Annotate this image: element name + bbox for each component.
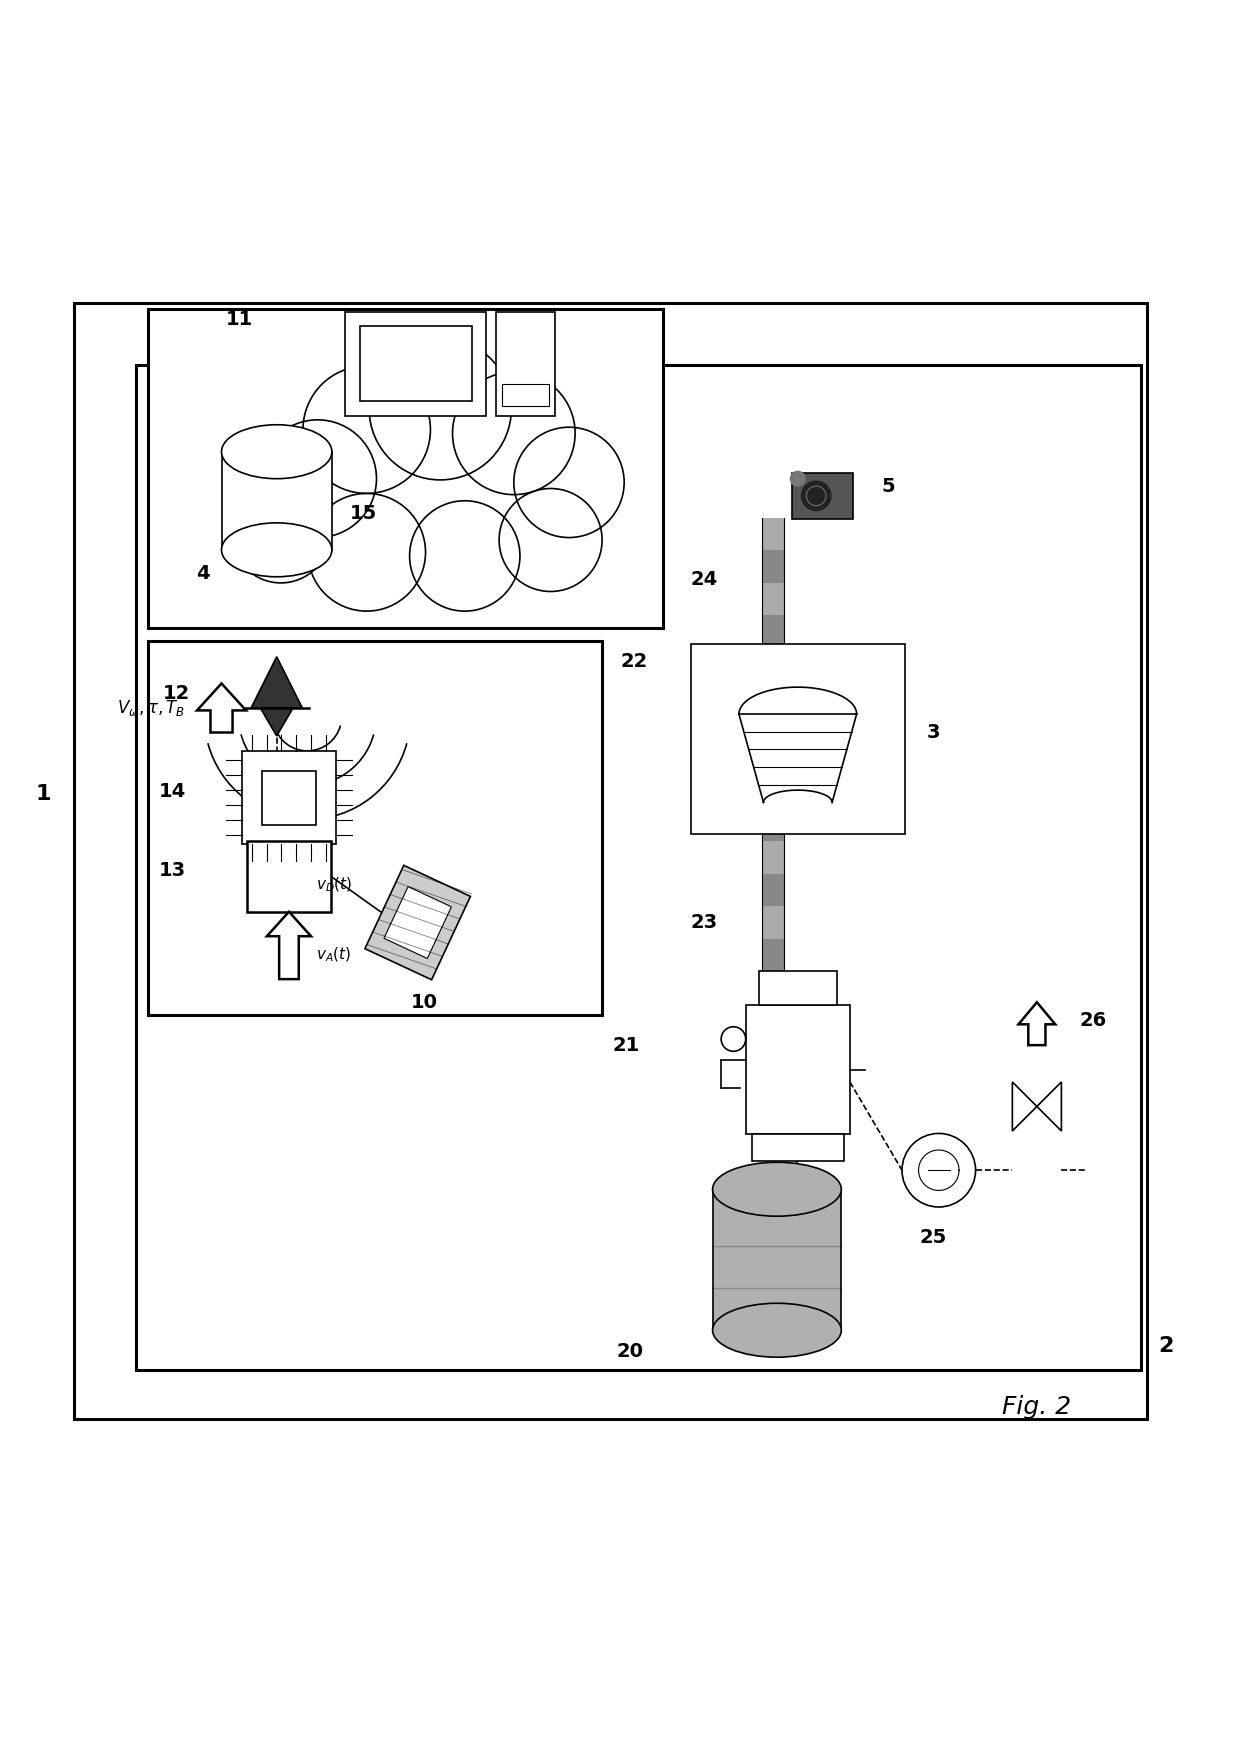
Text: $v_A(t)$: $v_A(t)$ bbox=[316, 945, 351, 964]
Text: 4: 4 bbox=[196, 564, 210, 582]
Circle shape bbox=[790, 472, 805, 486]
Ellipse shape bbox=[222, 522, 332, 577]
Text: 10: 10 bbox=[410, 992, 438, 1012]
Text: 26: 26 bbox=[1080, 1012, 1107, 1031]
Ellipse shape bbox=[713, 1303, 841, 1357]
Text: 13: 13 bbox=[159, 861, 186, 879]
Bar bbox=[496, 311, 554, 416]
Text: 22: 22 bbox=[620, 652, 647, 671]
Text: 25: 25 bbox=[919, 1228, 946, 1247]
Ellipse shape bbox=[713, 1162, 841, 1216]
Bar bbox=[751, 1134, 843, 1162]
Text: 11: 11 bbox=[226, 309, 253, 328]
Bar bbox=[763, 744, 784, 777]
Text: 21: 21 bbox=[613, 1036, 640, 1055]
Bar bbox=[345, 311, 486, 416]
Bar bbox=[713, 1190, 841, 1329]
Polygon shape bbox=[197, 683, 246, 732]
Text: 2: 2 bbox=[1158, 1335, 1173, 1356]
Polygon shape bbox=[365, 865, 470, 980]
Text: 1: 1 bbox=[36, 784, 52, 804]
Bar bbox=[763, 874, 784, 907]
Text: 23: 23 bbox=[691, 914, 718, 933]
Polygon shape bbox=[267, 912, 311, 978]
Bar bbox=[148, 309, 663, 629]
Text: 12: 12 bbox=[162, 683, 190, 702]
Bar bbox=[360, 327, 471, 402]
Polygon shape bbox=[1018, 1003, 1055, 1045]
Text: 20: 20 bbox=[616, 1342, 644, 1361]
Text: Fig. 2: Fig. 2 bbox=[1002, 1394, 1071, 1419]
Text: $V_{\omega}, \tau, T_B$: $V_{\omega}, \tau, T_B$ bbox=[118, 699, 186, 718]
Bar bbox=[763, 550, 784, 583]
Circle shape bbox=[801, 480, 831, 510]
Bar bbox=[763, 938, 784, 971]
Bar bbox=[763, 615, 784, 648]
Text: 15: 15 bbox=[350, 503, 377, 522]
Text: 14: 14 bbox=[159, 783, 186, 800]
Bar bbox=[222, 452, 332, 550]
Bar bbox=[745, 1005, 849, 1134]
Bar bbox=[763, 517, 784, 1101]
Text: 24: 24 bbox=[691, 570, 718, 589]
Bar bbox=[791, 472, 853, 519]
Text: 3: 3 bbox=[928, 723, 941, 742]
Bar bbox=[763, 1067, 784, 1101]
Bar bbox=[74, 304, 1147, 1419]
Polygon shape bbox=[260, 708, 293, 735]
Bar bbox=[763, 1003, 784, 1036]
Bar bbox=[759, 971, 837, 1005]
Bar bbox=[691, 643, 905, 833]
Polygon shape bbox=[267, 863, 311, 912]
Bar bbox=[763, 680, 784, 713]
Bar bbox=[763, 809, 784, 842]
Text: $v_D(t)$: $v_D(t)$ bbox=[316, 875, 352, 894]
Bar bbox=[247, 840, 331, 912]
Polygon shape bbox=[250, 657, 303, 708]
Polygon shape bbox=[1012, 1081, 1037, 1130]
Polygon shape bbox=[1037, 1081, 1061, 1130]
Bar bbox=[135, 365, 1141, 1370]
Bar bbox=[242, 751, 336, 844]
Bar bbox=[148, 641, 601, 1015]
Text: 5: 5 bbox=[882, 477, 895, 496]
Bar bbox=[262, 770, 316, 825]
Bar bbox=[502, 384, 549, 405]
Ellipse shape bbox=[222, 425, 332, 479]
Polygon shape bbox=[384, 887, 451, 959]
